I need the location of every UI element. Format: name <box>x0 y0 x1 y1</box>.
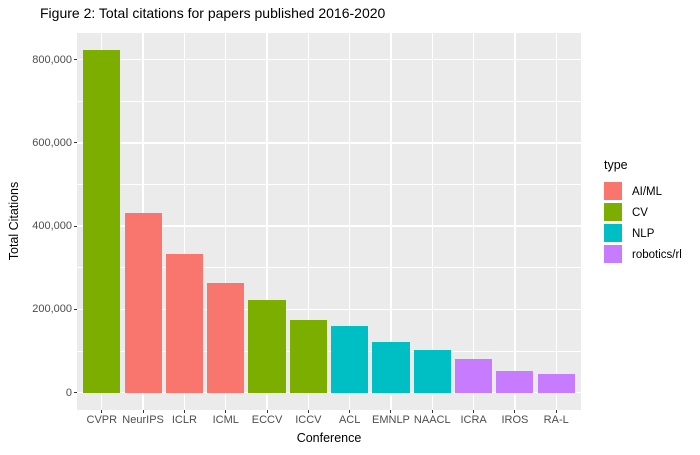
y-tick-label: 400,000 <box>32 220 72 233</box>
chart-title: Figure 2: Total citations for papers pub… <box>40 5 386 21</box>
major-gridline-vertical <box>472 33 475 410</box>
major-gridline <box>77 58 581 61</box>
major-gridline <box>77 225 581 227</box>
x-tick-mark <box>101 410 103 413</box>
legend-key-swatch <box>604 203 622 221</box>
major-gridline-vertical <box>555 33 557 410</box>
major-gridline <box>77 308 581 310</box>
bar-naacl <box>413 350 451 393</box>
x-tick-label-acl: ACL <box>338 414 361 426</box>
legend-item-label: NLP <box>632 227 655 240</box>
major-gridline-vertical <box>183 33 186 410</box>
x-tick-mark <box>142 410 144 413</box>
minor-gridline <box>77 184 581 185</box>
bar-cvpr <box>83 49 121 393</box>
x-tick-mark <box>390 410 392 413</box>
x-tick-mark <box>431 410 433 413</box>
y-tick-label: 200,000 <box>32 303 72 316</box>
x-tick-label-iclr: ICLR <box>171 414 197 426</box>
bar-acl <box>331 325 369 393</box>
legend-item-nlp: NLP <box>604 223 699 244</box>
major-gridline-vertical <box>390 33 392 410</box>
x-tick-mark <box>514 410 516 413</box>
y-tick-mark <box>74 59 77 61</box>
bar-iclr <box>165 253 203 393</box>
major-gridline-vertical <box>431 33 433 410</box>
bar-emnlp <box>372 341 410 393</box>
y-tick-mark <box>74 142 77 144</box>
legend-item-label: AI/ML <box>632 185 663 198</box>
legend: type AI/ML CV NLP robotics/rl <box>604 158 699 265</box>
minor-gridline <box>77 267 581 268</box>
bar-ra-l <box>537 374 575 393</box>
x-tick-mark <box>349 410 351 413</box>
legend-title: type <box>604 158 628 172</box>
x-tick-label-iccv: ICCV <box>295 414 322 426</box>
y-tick-mark <box>74 392 77 394</box>
y-tick-label: 0 <box>65 386 72 399</box>
x-tick-label-naacl: NAACL <box>413 414 451 426</box>
y-tick-label: 600,000 <box>32 136 72 149</box>
x-tick-label-ra-l: RA-L <box>543 414 569 426</box>
x-tick-label-emnlp: EMNLP <box>372 414 410 426</box>
y-tick-mark <box>74 308 77 310</box>
major-gridline-vertical <box>225 33 227 410</box>
legend-key-swatch <box>604 245 622 263</box>
bar-icml <box>207 282 245 393</box>
legend-item-cv: CV <box>604 202 699 223</box>
x-tick-label-iros: IROS <box>501 414 529 426</box>
x-tick-label-neurips: NeurIPS <box>122 414 164 426</box>
y-tick-label: 800,000 <box>32 53 72 66</box>
x-tick-mark <box>225 410 227 413</box>
bar-eccv <box>248 300 286 393</box>
minor-gridline <box>77 100 581 102</box>
x-tick-mark <box>473 410 475 413</box>
minor-gridline <box>77 350 581 352</box>
legend-item-robotics-rl: robotics/rl <box>604 244 699 265</box>
legend-item-label: CV <box>632 206 648 219</box>
x-tick-mark <box>307 410 309 413</box>
x-axis-title: Conference <box>296 431 362 445</box>
legend-key-swatch <box>604 224 622 242</box>
major-gridline <box>77 391 581 394</box>
major-gridline <box>77 142 581 144</box>
legend-item-ai-ml: AI/ML <box>604 181 699 202</box>
x-tick-mark <box>266 410 268 413</box>
legend-items: AI/ML CV NLP robotics/rl <box>604 181 699 265</box>
plot-panel <box>77 33 581 410</box>
x-tick-mark <box>555 410 557 413</box>
major-gridline-vertical <box>307 33 309 410</box>
major-gridline-vertical <box>514 33 516 410</box>
x-tick-label-cvpr: CVPR <box>86 414 118 426</box>
bar-neurips <box>124 213 162 393</box>
x-tick-label-eccv: ECCV <box>251 414 283 426</box>
x-tick-mark <box>183 410 185 413</box>
bar-iccv <box>289 320 327 393</box>
legend-item-label: robotics/rl <box>632 248 682 261</box>
major-gridline-vertical <box>349 33 351 410</box>
x-tick-label-icra: ICRA <box>460 414 487 426</box>
y-tick-mark <box>74 225 77 227</box>
major-gridline-vertical <box>266 33 268 410</box>
legend-key-swatch <box>604 182 622 200</box>
bar-iros <box>496 370 534 393</box>
bar-icra <box>455 358 493 393</box>
x-tick-label-icml: ICML <box>212 414 239 426</box>
